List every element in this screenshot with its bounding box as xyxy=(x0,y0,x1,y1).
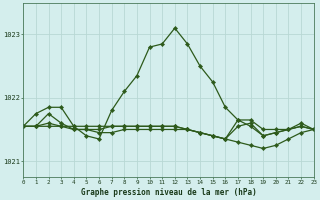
X-axis label: Graphe pression niveau de la mer (hPa): Graphe pression niveau de la mer (hPa) xyxy=(81,188,256,197)
